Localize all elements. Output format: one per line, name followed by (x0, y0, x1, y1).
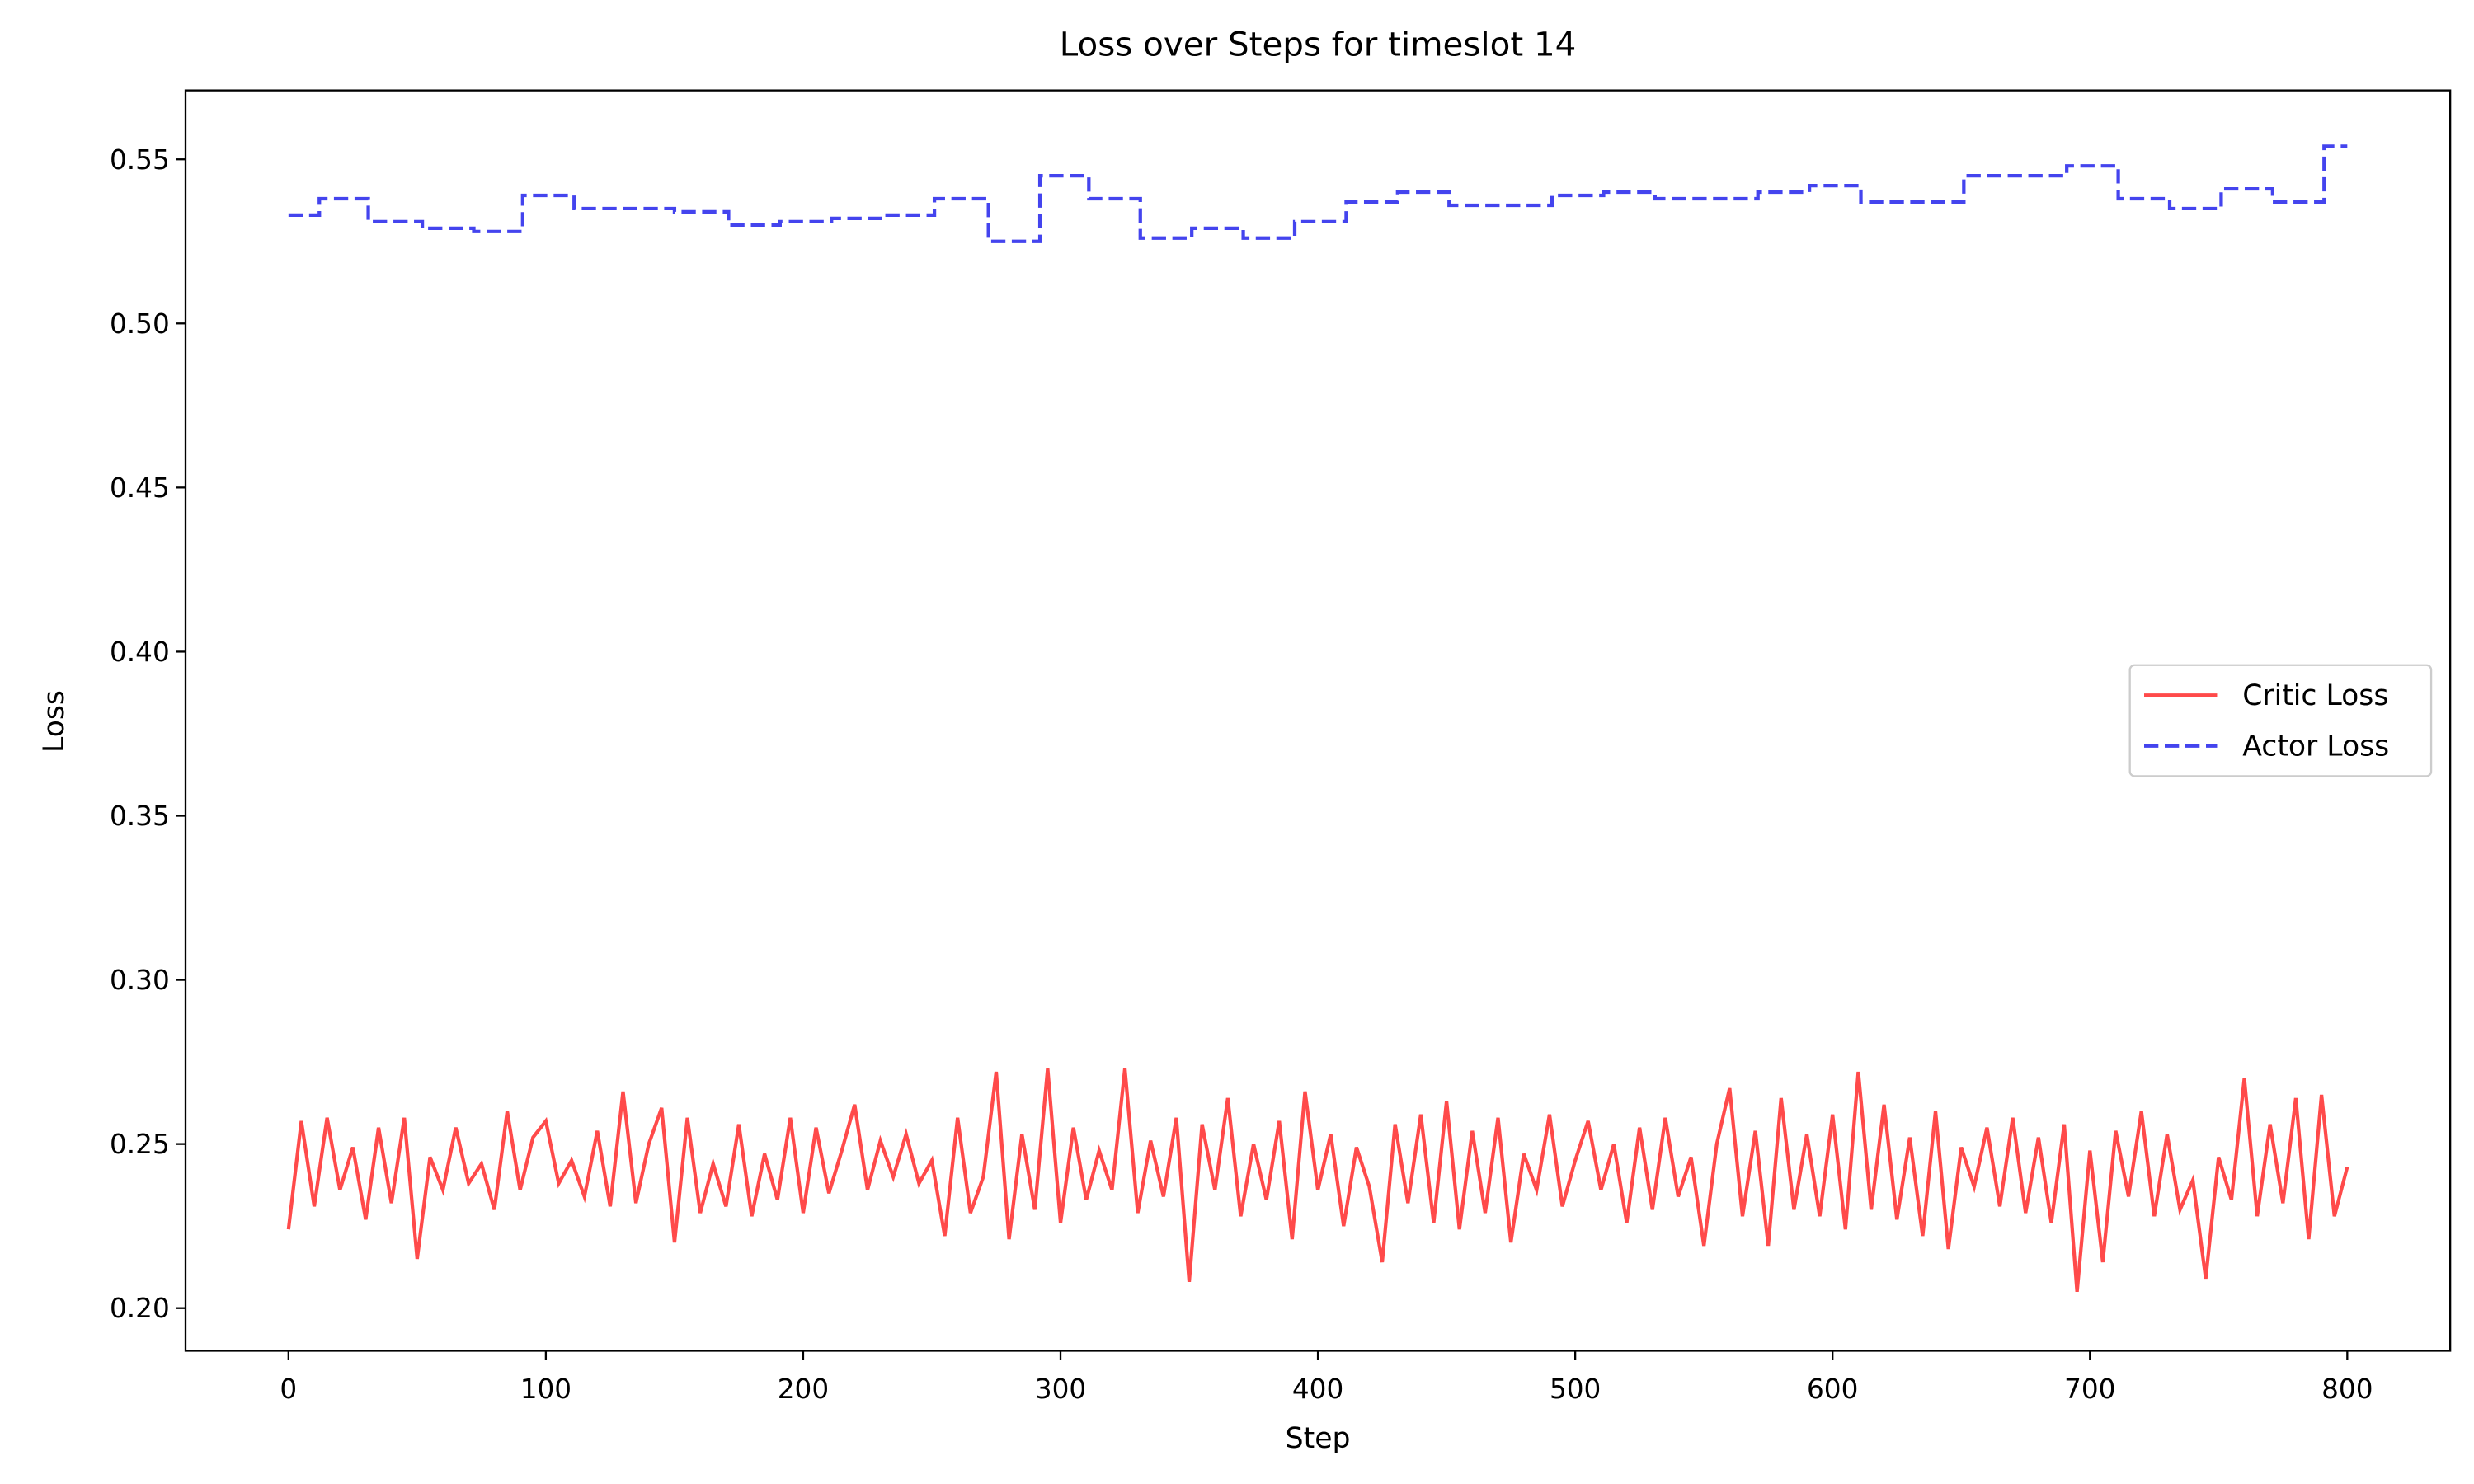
plot-frame (184, 89, 2452, 1352)
y-tick-label: 0.55 (110, 144, 170, 176)
x-axis-label: Step (1286, 1422, 1351, 1455)
legend-box (2128, 664, 2433, 777)
x-tick-label: 500 (1550, 1374, 1601, 1405)
legend-label: Actor Loss (2242, 730, 2389, 763)
x-tick-label: 300 (1035, 1374, 1086, 1405)
y-tick-label: 0.45 (110, 472, 170, 504)
series-line (286, 1068, 2349, 1292)
series-line (288, 144, 2348, 243)
x-tick-label: 600 (1807, 1374, 1858, 1405)
chart-title: Loss over Steps for timeslot 14 (1060, 25, 1577, 63)
legend-label: Critic Loss (2242, 679, 2388, 712)
y-axis-label: Loss (38, 690, 71, 753)
legend: Critic Loss Actor Loss (2128, 664, 2433, 777)
y-tick-label: 0.40 (110, 636, 170, 668)
x-tick-label: 200 (778, 1374, 829, 1405)
y-tick-label: 0.30 (110, 965, 170, 996)
y-tick-label: 0.20 (110, 1293, 170, 1324)
x-tick-label: 100 (520, 1374, 571, 1405)
y-tick-label: 0.35 (110, 801, 170, 832)
x-tick-label: 400 (1292, 1374, 1343, 1405)
y-tick-label: 0.50 (110, 308, 170, 340)
x-tick-label: 700 (2064, 1374, 2115, 1405)
y-tick-label: 0.25 (110, 1129, 170, 1160)
x-tick-label: 0 (280, 1374, 297, 1405)
x-tick-label: 800 (2321, 1374, 2373, 1405)
